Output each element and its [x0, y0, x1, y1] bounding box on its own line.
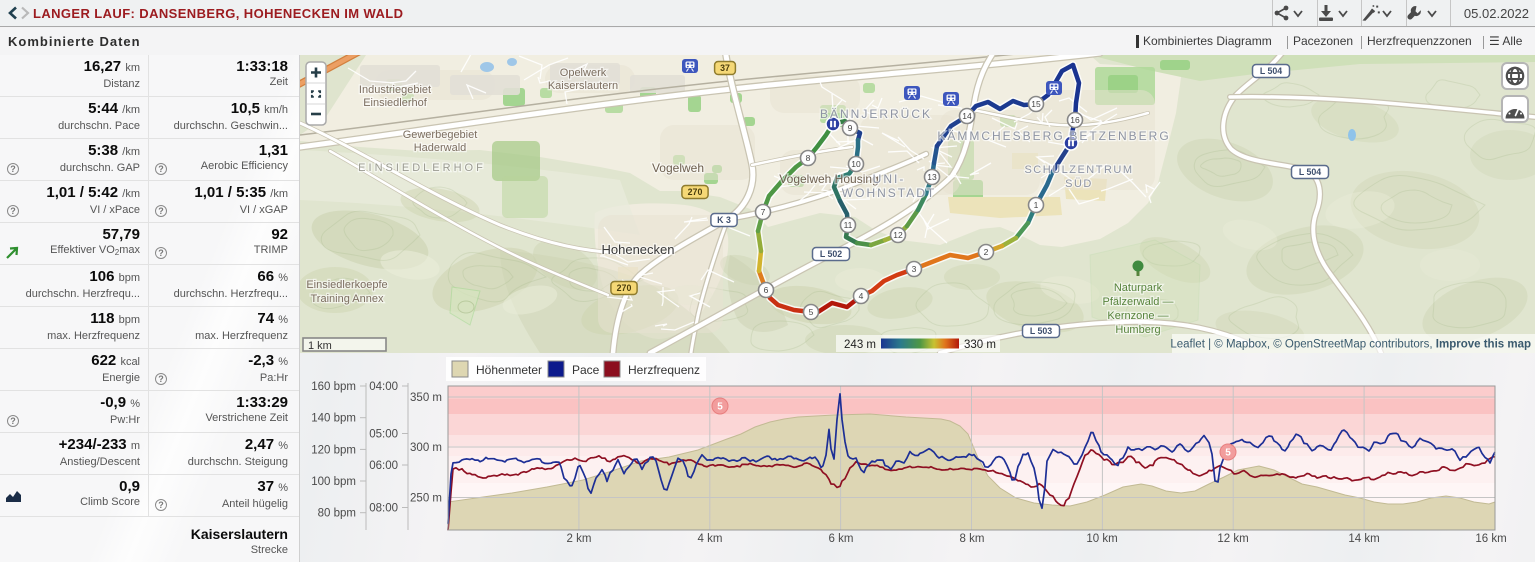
svg-text:270: 270: [688, 187, 703, 197]
svg-text:5: 5: [1225, 448, 1231, 459]
svg-text:BETZENBERG: BETZENBERG: [1069, 129, 1170, 143]
svg-text:243 m: 243 m: [844, 339, 876, 351]
svg-text:L 504: L 504: [1299, 167, 1321, 177]
svg-text:12: 12: [893, 230, 903, 240]
svg-text:08:00: 08:00: [369, 503, 398, 515]
svg-text:16: 16: [1070, 115, 1080, 125]
svg-text:8: 8: [806, 153, 811, 163]
svg-text:Humberg: Humberg: [1115, 324, 1160, 336]
svg-text:120 bpm: 120 bpm: [311, 444, 356, 456]
svg-text:4: 4: [859, 291, 864, 301]
svg-text:Gewerbegebiet: Gewerbegebiet: [403, 129, 478, 141]
svg-text:Pfälzerwald —: Pfälzerwald —: [1103, 296, 1174, 308]
svg-text:80 bpm: 80 bpm: [318, 508, 356, 520]
svg-text:11: 11: [844, 220, 853, 230]
svg-text:15: 15: [1031, 99, 1041, 109]
svg-text:Vogelweh: Vogelweh: [652, 161, 704, 175]
svg-text:10 km: 10 km: [1086, 533, 1117, 545]
svg-text:6 km: 6 km: [829, 533, 854, 545]
svg-text:140 bpm: 140 bpm: [311, 413, 356, 425]
svg-text:Kernzone —: Kernzone —: [1107, 310, 1168, 322]
svg-text:14: 14: [962, 111, 972, 121]
svg-text:250 m: 250 m: [410, 493, 442, 505]
svg-text:L 504: L 504: [1260, 66, 1282, 76]
svg-text:Haderwald: Haderwald: [414, 142, 467, 154]
svg-text:6: 6: [764, 285, 769, 295]
svg-text:Naturpark: Naturpark: [1114, 282, 1163, 294]
svg-text:EINSIEDLERHOF: EINSIEDLERHOF: [358, 162, 486, 174]
svg-text:Kaiserslautern: Kaiserslautern: [548, 80, 618, 92]
svg-text:Einsiedlerkoepfe: Einsiedlerkoepfe: [306, 279, 387, 291]
svg-text:1 km: 1 km: [308, 340, 332, 352]
svg-text:160 bpm: 160 bpm: [311, 381, 356, 393]
svg-text:SCHULZENTRUM: SCHULZENTRUM: [1024, 164, 1133, 176]
svg-text:Leaflet | © Mapbox, © OpenStre: Leaflet | © Mapbox, © OpenStreetMap cont…: [1170, 339, 1531, 351]
svg-text:L 502: L 502: [820, 249, 842, 259]
svg-text:14 km: 14 km: [1348, 533, 1379, 545]
svg-text:Höhenmeter: Höhenmeter: [476, 363, 542, 377]
svg-text:270: 270: [617, 283, 632, 293]
svg-text:16 km: 16 km: [1475, 533, 1506, 545]
svg-text:Training Annex: Training Annex: [311, 293, 384, 305]
svg-text:1: 1: [1034, 200, 1039, 210]
svg-text:2 km: 2 km: [567, 533, 592, 545]
svg-text:9: 9: [848, 123, 853, 133]
svg-text:10: 10: [851, 159, 861, 169]
svg-text:04:00: 04:00: [369, 381, 398, 393]
svg-text:5: 5: [809, 307, 814, 317]
svg-text:350 m: 350 m: [410, 392, 442, 404]
svg-text:37: 37: [720, 63, 730, 73]
svg-text:L 503: L 503: [1030, 326, 1052, 336]
svg-text:Pace: Pace: [572, 363, 600, 377]
svg-text:UNI-: UNI-: [873, 172, 906, 186]
svg-text:7: 7: [761, 207, 766, 217]
svg-text:SÜD: SÜD: [1065, 178, 1093, 190]
svg-text:K 3: K 3: [717, 215, 731, 225]
svg-text:WOHNSTADT: WOHNSTADT: [842, 186, 936, 200]
svg-text:06:00: 06:00: [369, 460, 398, 472]
svg-text:Vogelweh Housing: Vogelweh Housing: [779, 172, 878, 186]
svg-text:12 km: 12 km: [1217, 533, 1248, 545]
svg-text:100 bpm: 100 bpm: [311, 476, 356, 488]
svg-text:Hohenecken: Hohenecken: [602, 242, 675, 257]
svg-text:Industriegebiet: Industriegebiet: [359, 84, 431, 96]
svg-text:Einsiedlerhof: Einsiedlerhof: [363, 97, 428, 109]
svg-text:3: 3: [912, 264, 917, 274]
svg-text:05:00: 05:00: [369, 429, 398, 441]
svg-text:KÄMMCHESBERG: KÄMMCHESBERG: [937, 129, 1064, 143]
svg-text:BÄNNJERRÜCK: BÄNNJERRÜCK: [820, 107, 932, 121]
svg-text:5: 5: [717, 402, 723, 413]
svg-text:330 m: 330 m: [964, 339, 996, 351]
svg-text:Opelwerk: Opelwerk: [560, 67, 607, 79]
svg-text:4 km: 4 km: [698, 533, 723, 545]
svg-text:Herzfrequenz: Herzfrequenz: [628, 363, 700, 377]
svg-text:300 m: 300 m: [410, 442, 442, 454]
svg-text:13: 13: [927, 172, 937, 182]
svg-text:8 km: 8 km: [960, 533, 985, 545]
svg-text:2: 2: [984, 247, 989, 257]
